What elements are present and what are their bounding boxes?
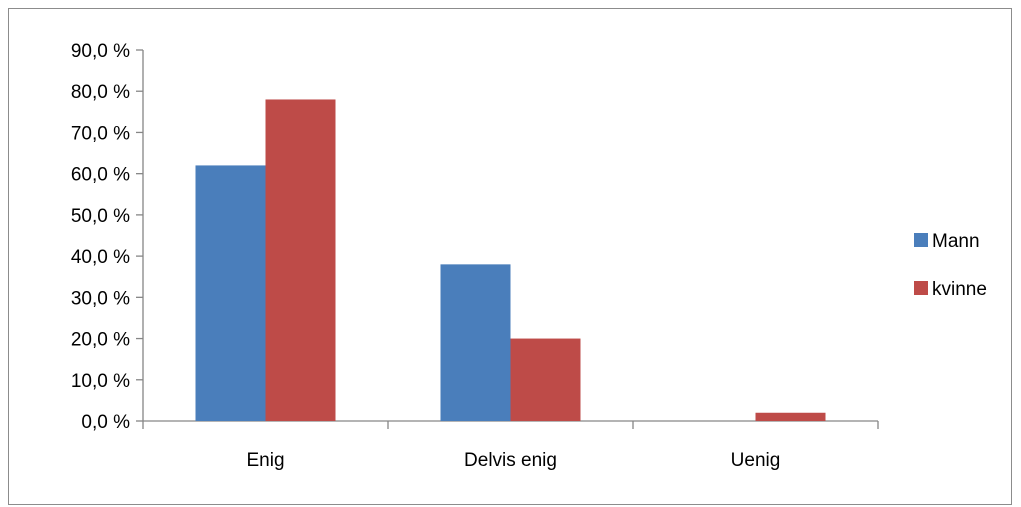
y-tick-label: 20,0 % [71,330,130,351]
y-tick-label: 70,0 % [71,123,130,144]
legend-swatch-kvinne [914,281,928,295]
y-tick-label: 60,0 % [71,165,130,186]
x-category-label: Uenig [731,450,781,471]
y-tick-label: 0,0 % [81,412,130,433]
legend-label-kvinne: kvinne [932,279,987,300]
bar-mann-delvis-enig [440,264,511,421]
bar-kvinne-enig [265,99,336,421]
legend-label-mann: Mann [932,231,980,252]
legend-swatch-mann [914,233,928,247]
bar-kvinne-delvis-enig [510,338,581,421]
y-tick-label: 10,0 % [71,371,130,392]
y-tick-label: 30,0 % [71,288,130,309]
y-tick-label: 90,0 % [71,41,130,62]
x-category-label: Delvis enig [464,450,557,471]
x-category-label: Enig [246,450,284,471]
y-tick-label: 50,0 % [71,206,130,227]
chart-frame [8,8,1012,505]
bar-kvinne-uenig [755,412,826,421]
y-tick-label: 40,0 % [71,247,130,268]
bar-mann-enig [195,165,266,421]
y-tick-label: 80,0 % [71,82,130,103]
